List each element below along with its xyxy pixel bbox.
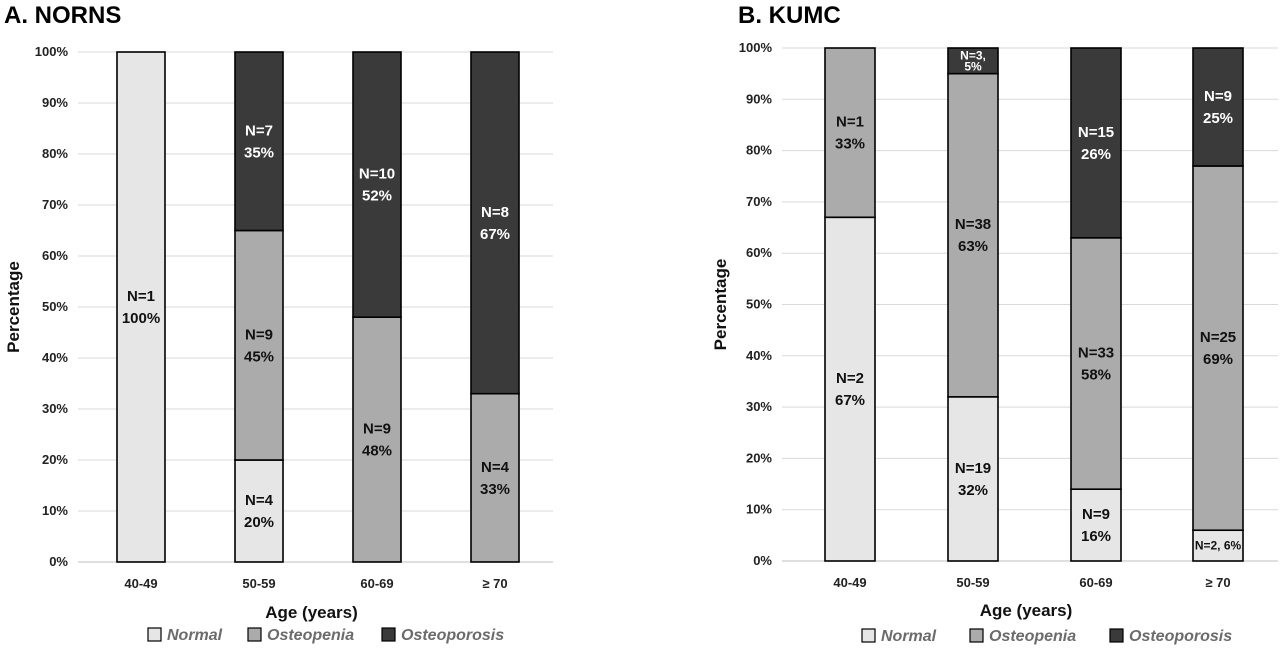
bar-segment-osteopenia — [234, 229, 284, 461]
chart-panel-b: B. KUMC 0% 10% 20% 30% 40% 50% 60% 70% 80% 90% 100%… — [711, 2, 1278, 645]
legend-swatch-normal — [147, 627, 162, 642]
y-tick-label: 100% — [739, 40, 773, 55]
y-tick-label: 70% — [42, 197, 68, 212]
data-label: N=4 20% — [244, 492, 274, 531]
data-label: N=15 26% — [1078, 124, 1114, 163]
data-label: N=19 32% — [955, 460, 991, 499]
legend-swatch-osteoporosis — [381, 627, 396, 642]
y-tick-label: 40% — [746, 348, 772, 363]
legend-label-normal: Normal — [167, 627, 223, 644]
y-tick-label: 60% — [746, 245, 772, 260]
data-label: N=2 67% — [835, 370, 865, 409]
y-tick-label: 90% — [746, 91, 772, 106]
data-label: N=8 67% — [480, 204, 510, 243]
data-label: N=7 35% — [244, 122, 274, 161]
data-label: N=33 58% — [1078, 344, 1114, 383]
y-tick-label: 80% — [42, 146, 68, 161]
y-tick-label: 60% — [42, 248, 68, 263]
data-label: N=3, 5% — [960, 48, 986, 73]
x-tick-label: 50-59 — [956, 575, 989, 590]
bar-segment-osteoporosis — [470, 51, 520, 395]
y-axis-title: Percentage — [4, 261, 23, 353]
bar-segment-osteopenia — [352, 316, 402, 563]
bar-segment-osteopenia — [1070, 237, 1122, 490]
y-tick-label: 30% — [42, 401, 68, 416]
legend-label-osteoporosis: Osteoporosis — [401, 627, 504, 644]
bar-segment-osteopenia — [824, 47, 876, 219]
legend-swatch-osteopenia — [247, 627, 262, 642]
bar-segment-osteoporosis — [947, 47, 999, 75]
y-axis-title: Percentage — [711, 259, 730, 351]
y-tick-label: 70% — [746, 194, 772, 209]
bar-segment-normal — [947, 396, 999, 562]
legend: Normal Osteopenia Osteoporosis — [147, 627, 504, 644]
bar-segment-osteopenia — [470, 392, 520, 563]
bar-segment-normal — [1070, 488, 1122, 562]
bar-segment-normal — [234, 459, 284, 563]
data-label: N=9 16% — [1081, 506, 1111, 545]
x-tick-label: 60-69 — [1079, 575, 1112, 590]
y-tick-label: 20% — [42, 452, 68, 467]
data-label: N=4 33% — [480, 459, 510, 498]
y-tick-label: 40% — [42, 350, 68, 365]
x-tick-label: ≥ 70 — [482, 576, 507, 591]
legend-label-osteopenia: Osteopenia — [267, 627, 354, 644]
legend-label-normal: Normal — [881, 628, 937, 645]
data-label: N=38 63% — [955, 216, 991, 255]
y-tick-label: 50% — [746, 297, 772, 312]
legend: Normal Osteopenia Osteoporosis — [861, 628, 1232, 645]
bar-segment-normal — [824, 216, 876, 562]
data-label: N=10 52% — [359, 166, 395, 205]
legend-swatch-osteoporosis — [1109, 628, 1124, 643]
chart-panel-a: A. NORNS 0% 10% 20% 30% 40% 50% 60% 70% 80% 90% 100… — [4, 2, 553, 644]
y-tick-label: 30% — [746, 399, 772, 414]
x-tick-label: 40-49 — [833, 575, 866, 590]
bar-segment-osteoporosis — [234, 51, 284, 232]
legend-swatch-normal — [861, 628, 876, 643]
data-label: N=25 69% — [1200, 329, 1236, 368]
y-tick-label: 0% — [753, 553, 772, 568]
y-tick-label: 10% — [746, 502, 772, 517]
data-label: N=9 25% — [1203, 88, 1233, 127]
chart-title: B. KUMC — [738, 2, 841, 29]
y-tick-label: 90% — [42, 95, 68, 110]
legend-swatch-osteopenia — [969, 628, 984, 643]
bar-segment-osteopenia — [947, 72, 999, 398]
y-tick-label: 80% — [746, 143, 772, 158]
x-tick-label: 50-59 — [242, 576, 275, 591]
chart-title: A. NORNS — [4, 2, 121, 29]
y-tick-label: 20% — [746, 450, 772, 465]
y-tick-label: 50% — [42, 299, 68, 314]
bar-segment-osteoporosis — [1070, 47, 1122, 239]
y-tick-label: 10% — [42, 503, 68, 518]
data-label: N=2, 6% — [1195, 539, 1242, 553]
data-label: N=9 48% — [362, 421, 392, 460]
bar-segment-osteopenia — [1192, 165, 1244, 532]
bar-segment-osteoporosis — [1192, 47, 1244, 167]
x-tick-label: ≥ 70 — [1205, 575, 1230, 590]
data-label: N=1 33% — [835, 114, 865, 153]
legend-label-osteopenia: Osteopenia — [989, 628, 1076, 645]
bar-segment-normal — [116, 51, 166, 563]
x-axis-title: Age (years) — [980, 601, 1073, 620]
legend-label-osteoporosis: Osteoporosis — [1129, 628, 1232, 645]
x-axis-title: Age (years) — [265, 603, 358, 622]
y-tick-label: 0% — [49, 554, 68, 569]
data-label: N=9 45% — [244, 326, 274, 365]
data-label: N=1 100% — [122, 288, 160, 327]
x-tick-label: 40-49 — [124, 576, 157, 591]
x-tick-label: 60-69 — [360, 576, 393, 591]
bar-segment-osteoporosis — [352, 51, 402, 319]
y-tick-label: 100% — [35, 44, 69, 59]
